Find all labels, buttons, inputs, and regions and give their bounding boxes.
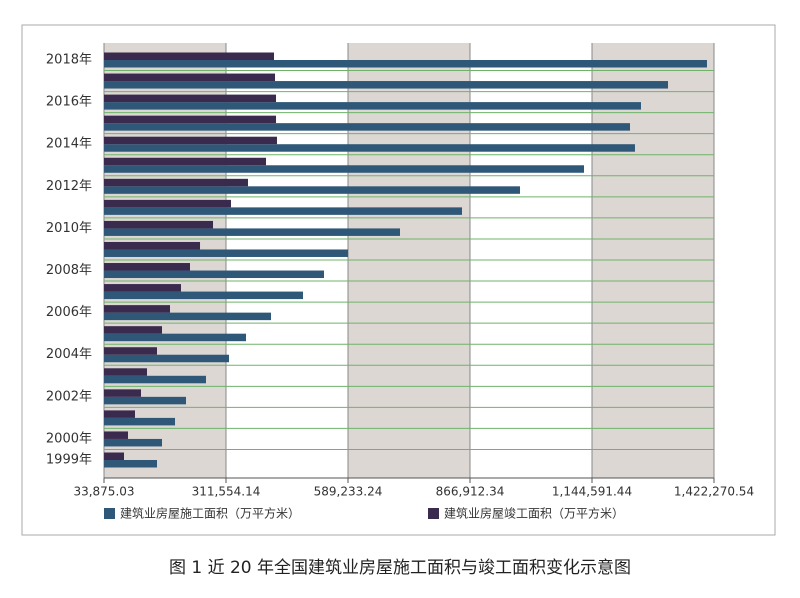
bar <box>104 460 157 468</box>
bar <box>104 347 157 355</box>
x-tick-label: 311,554.14 <box>192 485 261 499</box>
chart-title: 图 1 近 20 年全国建筑业房屋施工面积与竣工面积变化示意图 <box>169 558 631 578</box>
bar <box>104 417 176 426</box>
bar <box>104 263 190 271</box>
legend-swatch <box>104 508 115 519</box>
bar <box>104 178 248 187</box>
y-tick-label: 2002年 <box>46 389 92 404</box>
legend-label: 建筑业房屋施工面积（万平方米） <box>120 506 300 521</box>
bar <box>104 396 186 405</box>
bar <box>104 199 231 208</box>
bar <box>104 115 277 124</box>
y-tick-label: 2018年 <box>46 53 92 68</box>
bar <box>104 452 125 460</box>
bar <box>104 312 272 321</box>
x-tick-label: 1,144,591.44 <box>552 485 632 499</box>
x-tick-label: 589,233.24 <box>314 485 383 499</box>
bar <box>104 123 631 131</box>
bar <box>104 52 274 60</box>
y-tick-label: 2008年 <box>46 263 92 278</box>
x-tick-label: 866,912.34 <box>436 485 505 499</box>
bar <box>104 102 641 110</box>
bar <box>104 144 635 152</box>
bar <box>104 81 669 89</box>
bar <box>104 228 401 236</box>
bar <box>104 326 163 334</box>
bar <box>104 157 267 166</box>
bar <box>104 410 135 418</box>
x-tick-label: 1,422,270.54 <box>674 485 754 499</box>
y-tick-label: 2006年 <box>46 305 92 320</box>
x-tick-label: 33,875.03 <box>73 485 134 499</box>
bar <box>104 241 201 250</box>
bar <box>104 389 142 397</box>
y-tick-label: 2016年 <box>46 95 92 110</box>
bar <box>104 207 462 215</box>
y-tick-label: 2010年 <box>46 221 92 236</box>
legend-swatch <box>428 508 439 519</box>
bar <box>104 73 276 82</box>
bar <box>104 186 520 194</box>
bar <box>104 375 206 384</box>
bar <box>104 165 585 173</box>
y-tick-label: 1999年 <box>46 453 92 468</box>
bar <box>104 438 163 447</box>
y-tick-label: 2004年 <box>46 347 92 362</box>
y-tick-label: 2012年 <box>46 179 92 194</box>
bar <box>104 291 303 300</box>
bar <box>104 136 277 145</box>
bar <box>104 354 230 363</box>
bar <box>104 249 348 257</box>
bar <box>104 333 247 342</box>
bar <box>104 220 214 229</box>
bar <box>104 368 147 376</box>
bar <box>104 431 128 439</box>
bar <box>104 94 277 103</box>
y-tick-label: 2000年 <box>46 431 92 446</box>
bar <box>104 270 324 279</box>
y-tick-label: 2014年 <box>46 137 92 152</box>
legend-label: 建筑业房屋竣工面积（万平方米） <box>444 506 624 521</box>
bar <box>104 284 181 292</box>
bar <box>104 305 171 313</box>
bar <box>104 60 707 68</box>
